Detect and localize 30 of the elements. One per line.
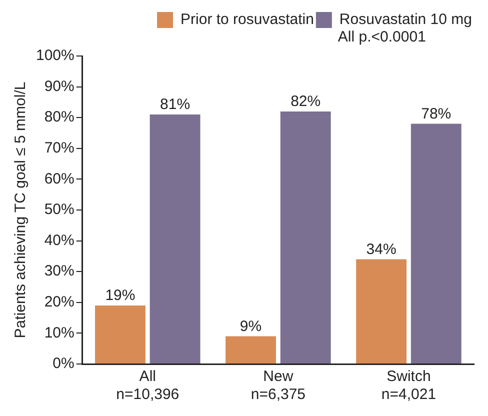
y-tick-label: 80%	[44, 108, 74, 126]
y-tick-label: 100%	[36, 47, 74, 64]
y-tick-label: 20%	[44, 294, 74, 311]
y-tick-label: 60%	[44, 170, 74, 188]
y-tick-label: 50%	[44, 201, 74, 218]
y-tick-label: 0%	[52, 355, 74, 372]
bar	[95, 305, 146, 364]
y-tick-label: 70%	[44, 140, 74, 157]
bar	[226, 336, 276, 364]
y-axis-title: Patients achieving TC goal ≤ 5 mmol/L	[12, 82, 30, 338]
bar	[356, 259, 407, 364]
data-label: 78%	[421, 105, 452, 122]
y-tick-label: 10%	[44, 324, 74, 342]
legend-label: Rosuvastatin 10 mg	[339, 11, 472, 28]
data-label: 19%	[105, 287, 136, 304]
x-tick-label: All n=10,396	[116, 368, 180, 404]
y-tick-label: 40%	[44, 232, 74, 249]
bar	[150, 114, 200, 364]
x-tick-label: New n=6,375	[250, 368, 306, 404]
text: All p.<0.0001	[338, 28, 426, 46]
y-tick-label: 30%	[44, 262, 74, 280]
data-label: 9%	[240, 318, 262, 335]
legend-label: Prior to rosuvastatin	[180, 11, 314, 28]
y-tick-label: 90%	[44, 78, 74, 95]
data-label: 34%	[366, 240, 396, 258]
bar	[410, 124, 462, 364]
data-label: 82%	[290, 93, 321, 110]
data-label: 81%	[160, 96, 190, 114]
x-tick-label: Switch n=4,021	[381, 368, 436, 404]
bar	[280, 111, 331, 364]
